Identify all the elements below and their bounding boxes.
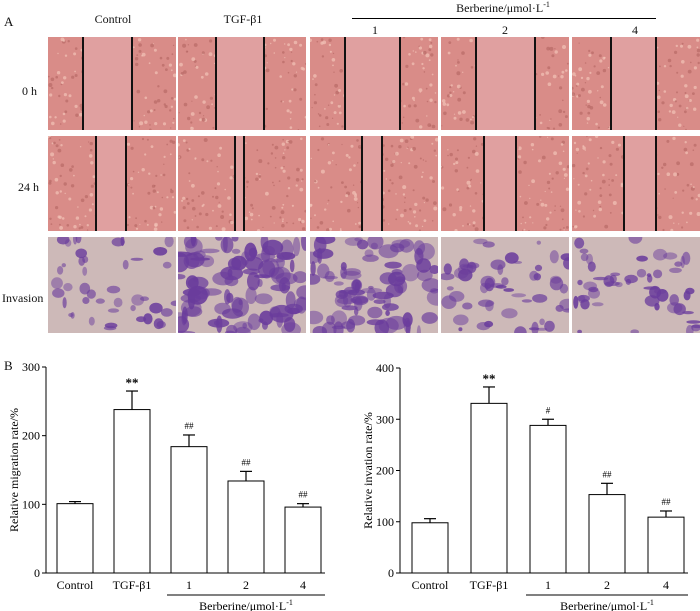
x-tick-label: 1 [186,578,192,592]
bar [588,494,626,574]
y-tick-label: 200 [376,464,394,478]
invasion-micrograph [310,237,438,333]
bar [647,516,685,574]
x-tick-label: TGF-β1 [113,578,152,592]
scratch-micrograph-0h [178,37,306,130]
row-label-invasion: Invasion [2,291,44,305]
y-axis-label: Relative migration rate/% [7,408,21,532]
x-tick-label: 2 [243,578,249,592]
invasion-micrograph [178,237,306,333]
x-tick-label: Control [412,578,449,592]
bar [227,480,265,574]
migration-rate-chart: 0 100 200 300 Relative migration rate/% Contr… [7,361,325,611]
scratch-micrograph-24h [48,136,176,231]
column-header-dose-1: 1 [372,23,378,37]
scratch-micrograph-24h [310,136,438,231]
bar [284,506,322,574]
scratch-micrograph-24h [572,136,700,231]
y-tick-label: 300 [376,412,394,426]
berberine-group-label: Berberine/μmol·L-1 [560,598,654,611]
column-header-dose-2: 2 [502,23,508,37]
berberine-group-label: Berberine/μmol·L-1 [199,598,293,611]
significance-label: ** [483,371,496,386]
y-tick-label: 0 [34,566,40,580]
invasion-micrograph [441,237,569,333]
y-tick-label: 200 [22,429,40,443]
scratch-micrograph-0h [310,37,438,130]
y-axis-label: Relative invation rate/% [361,412,375,529]
row-label-24h: 24 h [18,180,39,194]
x-tick-label: 1 [545,578,551,592]
bar [470,402,508,574]
significance-label: # [546,405,551,415]
x-tick-label: Control [57,578,94,592]
scratch-micrograph-24h [178,136,306,231]
significance-label: ## [662,497,672,507]
x-tick-label: TGF-β1 [470,578,509,592]
significance-label: ## [299,490,309,500]
significance-label: ## [185,421,195,431]
berberine-header: Berberine/μmol·L-1 [350,0,656,16]
panel-a-label: A [4,14,14,29]
y-tick-label: 100 [376,515,394,529]
bar [411,522,449,574]
scratch-micrograph-0h [572,37,700,130]
significance-label: ## [603,469,613,479]
x-tick-label: 2 [604,578,610,592]
berberine-header-sup: -1 [543,0,550,9]
scratch-micrograph-24h [441,136,569,231]
berberine-header-text: Berberine/μmol·L [456,1,544,15]
y-tick-label: 400 [376,361,394,375]
scratch-micrograph-0h [48,37,176,130]
berberine-header-line [352,18,656,19]
invasion-micrograph [48,237,176,333]
y-tick-label: 0 [388,566,394,580]
bar [113,409,151,574]
invasion-rate-chart: 0 100 200 300 400 Relative invation rate/% Con… [361,361,688,611]
bar [56,503,94,574]
y-tick-label: 300 [22,361,40,374]
bar [170,446,208,574]
column-header-tgf: TGF-β1 [223,12,263,26]
column-header-control: Control [94,12,132,26]
y-tick-label: 100 [22,497,40,511]
invasion-micrograph [572,237,700,333]
x-tick-label: 4 [300,578,306,592]
column-header-dose-4: 4 [632,23,638,37]
significance-label: ** [126,375,139,390]
significance-label: ## [242,457,252,467]
row-label-0h: 0 h [22,84,37,98]
scratch-micrograph-0h [441,37,569,130]
panel-b-label: B [4,358,13,373]
bar [529,424,567,574]
x-tick-label: 4 [663,578,669,592]
